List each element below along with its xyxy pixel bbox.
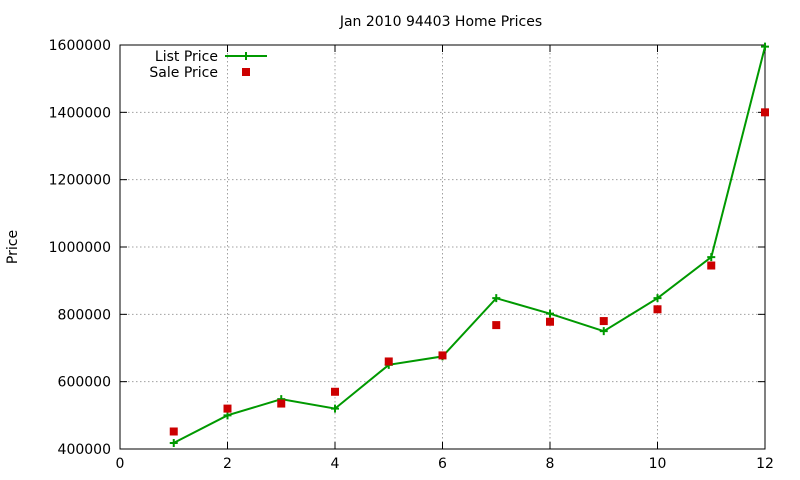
sale-price-point — [761, 108, 769, 117]
x-tick-label: 0 — [116, 456, 125, 472]
y-tick-label: 1200000 — [49, 173, 111, 189]
legend-label: List Price — [155, 49, 218, 65]
chart-title: Jan 2010 94403 Home Prices — [339, 14, 542, 30]
sale-price-point — [169, 427, 178, 436]
sale-price-point — [653, 305, 662, 314]
sale-price-point — [707, 261, 716, 270]
list-price-point — [546, 309, 554, 318]
y-tick-label: 1000000 — [49, 240, 111, 256]
list-price-line — [173, 46, 766, 444]
y-tick-label: 1600000 — [49, 38, 111, 54]
list-price-point — [761, 42, 769, 51]
list-price-point — [169, 438, 178, 447]
list-price-point — [707, 253, 716, 262]
y-axis-label: Price — [5, 230, 21, 264]
grid — [120, 45, 765, 449]
sale-price-point — [277, 399, 286, 408]
list-price-point — [599, 327, 608, 336]
y-tick-label: 800000 — [58, 307, 111, 323]
sale-price-point — [599, 317, 608, 326]
x-tick-label: 8 — [546, 456, 555, 472]
y-tick-label: 1400000 — [49, 105, 111, 121]
legend-plus-marker — [242, 52, 250, 60]
list-price-point — [223, 411, 232, 420]
x-tick-label: 2 — [223, 456, 232, 472]
legend-square-marker — [242, 68, 250, 76]
y-tick-label: 600000 — [58, 375, 111, 391]
list-price-point — [331, 404, 339, 413]
sale-price-point — [546, 317, 554, 326]
series — [169, 42, 769, 447]
series-1 — [169, 42, 769, 447]
sale-price-point — [492, 321, 501, 330]
x-tick-label: 4 — [331, 456, 340, 472]
x-tick-label: 12 — [756, 456, 774, 472]
list-price-point — [653, 294, 662, 303]
sale-price-point — [223, 404, 232, 413]
axis-ticks — [119, 44, 766, 450]
x-tick-label: 6 — [438, 456, 447, 472]
x-tick-label: 10 — [649, 456, 667, 472]
sale-price-point — [331, 387, 339, 396]
y-tick-label: 400000 — [58, 442, 111, 458]
series-2 — [169, 108, 769, 436]
sale-price-point — [438, 351, 447, 360]
tick-labels: 400000 600000 800000 1000000 1200000 1400000 1… — [49, 38, 774, 472]
list-price-point — [492, 294, 501, 303]
legend-label: Sale Price — [149, 65, 218, 81]
sale-price-point — [384, 357, 393, 366]
